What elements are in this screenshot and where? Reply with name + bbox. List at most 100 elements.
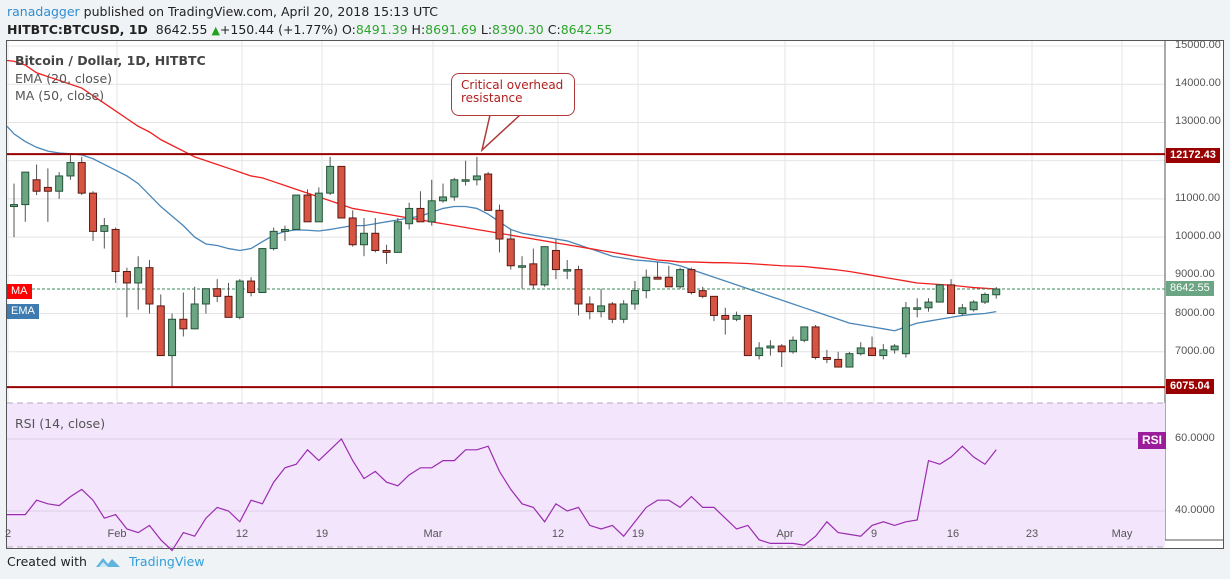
series-title: Bitcoin / Dollar, 1D, HITBTC [15, 53, 206, 68]
candle-up [630, 290, 639, 305]
candle-up [405, 207, 414, 225]
low-label: L: [480, 22, 493, 37]
candle-up [292, 194, 301, 230]
candle-down [89, 192, 98, 232]
price-axis-label: 7000.00 [1175, 344, 1215, 357]
candle-down [156, 305, 165, 357]
time-axis-label: 19 [631, 528, 645, 540]
publish-info: ranadagger published on TradingView.com,… [7, 4, 438, 19]
candle-up [269, 230, 278, 250]
candle-up [800, 326, 809, 341]
candle-down [664, 276, 673, 288]
candle-down [574, 269, 583, 305]
candle-down [834, 358, 843, 368]
candle-up [450, 179, 459, 198]
candle-down [495, 209, 504, 240]
time-axis-label: Mar [423, 528, 443, 540]
candle-up [427, 200, 436, 223]
candle-down [303, 194, 312, 223]
candle-up [518, 265, 527, 268]
rsi-band [7, 403, 1165, 547]
time-axis-label: 19 [315, 528, 329, 540]
time-axis-label: 16 [946, 528, 960, 540]
ema-legend[interactable]: EMA (20, close) [15, 71, 113, 86]
candle-down [337, 165, 346, 219]
candle-up [258, 248, 267, 294]
time-axis-label: 2 [4, 528, 12, 540]
candle-down [811, 326, 820, 358]
candle-up [359, 232, 368, 246]
rsi-tag: RSI [1138, 432, 1167, 449]
candle-up [461, 179, 470, 182]
candle-down [77, 162, 86, 194]
candle-down [43, 186, 52, 192]
time-axis-label: Feb [107, 528, 127, 540]
resistance-price-tag: 12172.43 [1166, 148, 1220, 163]
candle-up [439, 196, 448, 202]
candle-up [913, 307, 922, 310]
candle-up [597, 305, 606, 313]
time-axis-label: 12 [551, 528, 565, 540]
time-axis-label: 12 [235, 528, 249, 540]
rsi-axis-label: 40.0000 [1175, 504, 1215, 516]
price-axis-label: 9000.00 [1175, 268, 1215, 281]
time-axis-label: 23 [1025, 528, 1039, 540]
close-label: C: [547, 22, 561, 37]
candle-up [924, 301, 933, 309]
candle-down [529, 263, 538, 286]
price-change: +150.44 (+1.77%) [219, 22, 339, 37]
candle-up [21, 171, 30, 206]
candle-down [653, 276, 662, 280]
callout-pointer [480, 114, 521, 153]
resistance-annotation[interactable]: Critical overhead resistance [451, 73, 575, 116]
last-price-tag: 8642.55 [1166, 281, 1214, 296]
candle-down [122, 270, 131, 284]
author-link[interactable]: ranadagger [7, 4, 80, 19]
candle-up [55, 175, 64, 192]
candle-up [540, 246, 549, 286]
candle-up [190, 303, 199, 330]
candle-down [687, 269, 696, 294]
open-label: O: [342, 22, 356, 37]
candle-up [766, 345, 775, 349]
price-axis-label: 11000.00 [1175, 191, 1221, 204]
time-axis-label: Apr [776, 528, 794, 540]
low-value: 8390.30 [492, 22, 544, 37]
time-axis-label: May [1111, 528, 1133, 540]
rsi-legend[interactable]: RSI (14, close) [15, 416, 106, 431]
candle-up [100, 225, 109, 232]
candle-up [619, 303, 628, 320]
candle-down [721, 314, 730, 320]
candle-up [958, 307, 967, 315]
candle-up [168, 318, 177, 357]
price-axis-label: 15000.00 [1175, 39, 1221, 51]
candle-up [642, 276, 651, 292]
footer: Created with TradingView [7, 554, 205, 569]
symbol-label: HITBTC:BTCUSD, 1D [7, 22, 148, 37]
candle-up [856, 347, 865, 355]
high-value: 8691.69 [425, 22, 477, 37]
candle-down [111, 228, 120, 272]
candle-up [992, 288, 1001, 296]
ema-tag: EMA [7, 304, 39, 319]
candle-down [868, 347, 877, 357]
price-axis-label: 14000.00 [1175, 77, 1221, 90]
candle-down [743, 314, 752, 357]
ma-tag: MA [7, 284, 32, 299]
candle-up [393, 221, 402, 253]
candle-down [213, 288, 222, 297]
candle-down [506, 238, 515, 267]
tradingview-link[interactable]: TradingView [128, 554, 205, 569]
rsi-line [7, 438, 997, 552]
candle-down [777, 345, 786, 353]
candle-down [224, 295, 233, 318]
candle-up [66, 162, 75, 177]
candle-up [472, 175, 481, 181]
close-value: 8642.55 [560, 22, 613, 37]
candle-down [484, 173, 493, 211]
candle-down [822, 356, 831, 360]
ma-legend[interactable]: MA (50, close) [15, 88, 105, 103]
created-with-label: Created with [7, 554, 87, 569]
published-text: published on TradingView.com, April 20, … [83, 4, 438, 19]
